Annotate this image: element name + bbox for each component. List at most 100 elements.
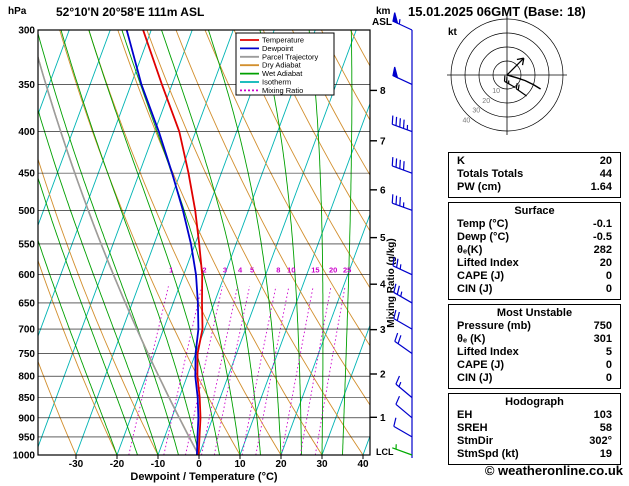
dewpoint-trace	[125, 30, 200, 455]
isotherm	[157, 30, 316, 455]
wind-barb	[391, 194, 413, 211]
mixing-ratio-value: 1	[169, 266, 173, 275]
asl-axis-label: ASL	[372, 17, 392, 28]
barb-feather	[395, 195, 398, 205]
barb-feather	[396, 311, 400, 321]
hodo-trace	[506, 74, 541, 90]
stat-label: Dewp (°C)	[457, 231, 510, 243]
wind-barb	[393, 309, 413, 330]
barb-halffeather	[399, 264, 402, 270]
chart-frame	[37, 29, 371, 456]
stat-value: -0.1	[593, 218, 612, 230]
panel-row: CAPE (J) 0	[449, 270, 620, 283]
mixing-ratio-value: 15	[311, 266, 319, 275]
pressure-tick-label: 650	[18, 298, 35, 309]
hodo-ring	[450, 18, 564, 132]
barb-feather	[393, 417, 397, 427]
dry-adiabat	[291, 30, 370, 176]
mixing-ratio-line	[128, 286, 169, 455]
km-tick-label: 5	[380, 233, 386, 244]
stats-panels: K 20 Totals Totals 44 PW (cm) 1.64 Surface Temp…	[448, 152, 621, 469]
wind-barb	[393, 417, 413, 438]
panel-row: PW (cm) 1.64	[449, 181, 620, 194]
mixing-ratio-value: 3	[223, 266, 227, 275]
barb-feather	[399, 196, 401, 206]
stat-value: 58	[599, 422, 612, 434]
pressure-gridlines	[38, 30, 370, 455]
barb-pennant	[392, 66, 399, 79]
stat-label: PW (cm)	[457, 181, 501, 193]
panel-row: CIN (J) 0	[449, 283, 620, 296]
mixing-ratio-axis-title: Mixing Ratio (g/kg)	[386, 238, 397, 327]
hodograph-unit-label: kt	[448, 27, 458, 38]
pressure-tick-label: 400	[18, 127, 35, 138]
pressure-tick-label: 350	[18, 80, 35, 91]
km-axis: 1 2 3 4 5 6 7 8	[370, 86, 386, 424]
temperature-trace	[142, 30, 204, 455]
lcl-label: LCL	[376, 447, 394, 457]
hodo-ring	[492, 60, 522, 90]
mixing-ratio-value: 10	[287, 266, 295, 275]
stats-panel-most-unstable: Most Unstable Pressure (mb) 750 θₑ (K) 301 Li…	[448, 304, 621, 389]
temp-axis-labels: -30 -20 -10 0 10 20 30 40	[69, 459, 369, 470]
barb-halffeather	[400, 291, 403, 297]
temp-tick-label: -10	[151, 459, 166, 470]
stat-value: 750	[593, 320, 612, 332]
barb-feather	[395, 258, 399, 268]
mixing-ratio-line	[281, 286, 314, 455]
barb-feather	[517, 84, 520, 91]
barb-feather	[397, 335, 402, 344]
isotherm	[38, 30, 193, 449]
stats-panel-surface: Surface Temp (°C) -0.1 Dewp (°C) -0.5 θₑ(K) 28…	[448, 202, 621, 300]
stat-value: 103	[593, 409, 612, 421]
isotherm	[38, 30, 152, 338]
barb-pennant	[392, 12, 399, 25]
legend-label: Temperature	[262, 36, 304, 45]
hodo-ring	[464, 32, 550, 118]
panel-row: SREH 58	[449, 422, 620, 435]
wind-barb	[503, 75, 516, 89]
pressure-tick-label: 300	[18, 26, 35, 37]
stat-label: CIN (J)	[457, 283, 493, 295]
isotherm-lines	[38, 30, 370, 455]
wind-barb	[394, 332, 413, 354]
km-tick-label: 4	[380, 280, 386, 291]
stat-value: 0	[605, 283, 612, 295]
panel-row: Totals Totals 44	[449, 168, 620, 181]
panel-row: StmDir 302°	[449, 435, 620, 448]
legend-label: Mixing Ratio	[262, 86, 303, 95]
km-tick-label: 2	[380, 369, 386, 380]
stat-label: K	[457, 155, 465, 167]
barb-feather	[394, 332, 399, 342]
pressure-tick-label: 1000	[13, 451, 36, 462]
stat-value: 5	[605, 346, 612, 358]
barb-staff	[395, 383, 413, 399]
stat-value: 1.64	[590, 181, 612, 193]
temp-tick-label: 10	[234, 459, 246, 470]
stat-label: StmDir	[457, 435, 494, 447]
plot-area: 1 2 3 4 5 8 10 15 20 25	[38, 30, 370, 455]
hodo-ring	[478, 46, 536, 104]
wind-barb	[391, 157, 413, 174]
pressure-tick-label: 600	[18, 270, 35, 281]
isotherm	[116, 30, 275, 455]
km-tick-label: 8	[380, 86, 386, 97]
mixing-ratio-value: 5	[250, 266, 254, 275]
mixing-ratio-line	[255, 286, 290, 455]
parcel-trace	[38, 54, 200, 455]
wet-adiabat	[342, 30, 353, 455]
dry-adiabat	[38, 360, 77, 455]
stat-label: CIN (J)	[457, 372, 493, 384]
km-tick-label: 1	[380, 413, 386, 424]
panel-row: Lifted Index 5	[449, 346, 620, 359]
stat-label: CAPE (J)	[457, 270, 505, 282]
panel-row: CAPE (J) 0	[449, 359, 620, 372]
mixing-ratio-line	[213, 286, 251, 455]
barb-feather	[515, 83, 518, 89]
barb-staff	[392, 447, 413, 456]
temp-tick-label: -30	[69, 459, 84, 470]
stat-value: 44	[599, 168, 612, 180]
barb-staff	[392, 202, 413, 211]
